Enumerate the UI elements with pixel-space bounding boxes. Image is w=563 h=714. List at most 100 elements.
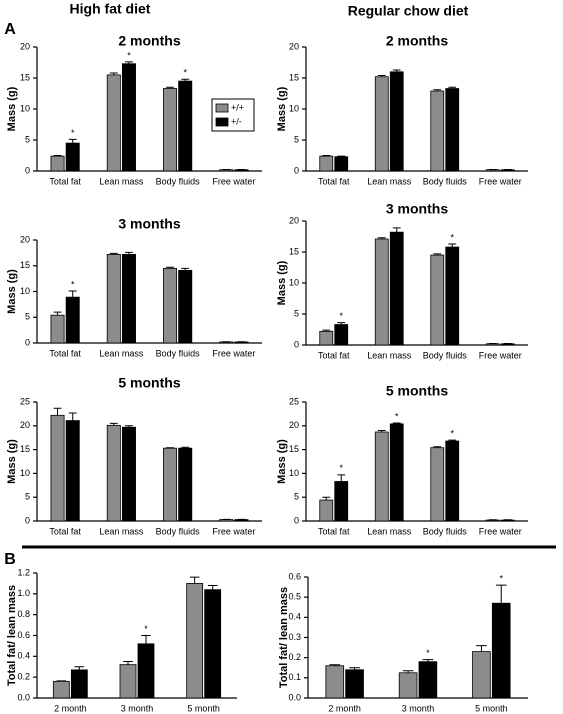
error-bar [433,89,442,92]
significance-marker: * [71,279,75,289]
error-bar [392,227,401,233]
bar [178,269,193,344]
y-tick-label: 0 [25,337,30,347]
y-tick-label: 20 [289,215,299,225]
y-tick-label: 15 [20,72,30,82]
bar [374,431,389,522]
error-bar [181,446,190,449]
y-tick-label: 0.1 [288,672,301,682]
x-tick-label: Lean mass [99,526,144,536]
y-tick-label: 10 [289,103,299,113]
error-bar [448,439,457,442]
y-tick-label: 25 [20,396,30,406]
x-tick-label: 5 month [187,703,220,713]
x-tick-label: Free water [479,526,522,536]
significance-marker: * [144,624,148,634]
bar [70,669,88,699]
y-tick-label: 0 [25,515,30,525]
x-tick-label: Free water [212,526,255,536]
y-tick-label: 0.2 [288,652,301,662]
x-tick-label: Total fat [49,348,81,358]
column-header: High fat diet [70,1,151,17]
chart-title: 5 months [386,383,448,399]
x-tick-label: Total fat [318,176,350,186]
y-tick-label: 20 [289,420,299,430]
bar [491,602,511,699]
significance-marker: * [339,311,343,321]
x-tick-label: Lean mass [99,176,144,186]
x-tick-label: Free water [479,350,522,360]
bar [121,426,136,522]
y-tick-label: 5 [294,134,299,144]
bar [430,90,445,172]
error-bar [68,290,77,298]
bar [319,499,334,522]
bar [65,142,80,172]
error-bar [392,422,401,424]
error-bar [402,670,414,673]
significance-marker: * [71,128,75,138]
y-axis-label: Total fat/ lean mass [6,585,18,686]
y-tick-label: 10 [289,277,299,287]
significance-marker: * [450,232,454,242]
y-tick-label: 0.4 [288,612,301,622]
x-tick-label: Lean mass [367,176,412,186]
bar [106,424,121,522]
error-bar [322,496,331,501]
bar [186,583,204,699]
panel-label: B [4,551,16,568]
significance-marker: * [395,411,399,421]
y-tick-label: 15 [289,72,299,82]
bar [119,664,137,699]
bar [445,246,460,346]
error-bar [433,253,442,256]
error-bar [109,252,118,255]
x-tick-label: Body fluids [156,526,201,536]
bar [137,643,155,699]
significance-marker: * [450,428,454,438]
x-tick-label: Free water [212,348,255,358]
y-tick-label: 20 [20,234,30,244]
y-tick-label: 15 [20,260,30,270]
error-bar [329,664,341,666]
bar [398,672,418,699]
x-tick-label: 3 month [402,703,435,713]
y-tick-label: 0 [294,515,299,525]
bar [106,74,121,172]
y-tick-label: 0 [294,339,299,349]
error-bar [74,666,85,670]
bar [319,155,334,172]
y-tick-label: 15 [289,444,299,454]
y-tick-label: 20 [289,41,299,51]
y-tick-label: 0.6 [17,630,30,640]
bar [163,267,178,344]
error-bar [448,86,457,89]
significance-marker: * [426,648,430,658]
y-tick-label: 5 [25,492,30,502]
error-bar [125,425,133,428]
x-tick-label: Body fluids [423,176,468,186]
bar [50,414,65,522]
error-bar [125,61,133,64]
x-tick-label: Body fluids [423,350,468,360]
bar [65,296,80,344]
error-bar [56,680,67,682]
error-bar [68,138,77,144]
x-tick-label: Body fluids [156,348,201,358]
y-tick-label: 5 [294,492,299,502]
y-tick-label: 1.0 [17,588,30,598]
chart-title: 3 months [386,201,448,217]
bar [445,88,460,172]
bar [334,156,349,172]
bar [334,481,349,522]
error-bar [53,155,62,157]
bar [163,88,178,172]
error-bar [125,251,133,255]
error-bar [141,635,151,644]
y-tick-label: 5 [25,134,30,144]
error-bar [337,155,346,157]
chart-title: 3 months [118,216,180,232]
y-tick-label: 0.0 [17,692,30,702]
bar [319,330,334,346]
y-tick-label: 5 [294,308,299,318]
